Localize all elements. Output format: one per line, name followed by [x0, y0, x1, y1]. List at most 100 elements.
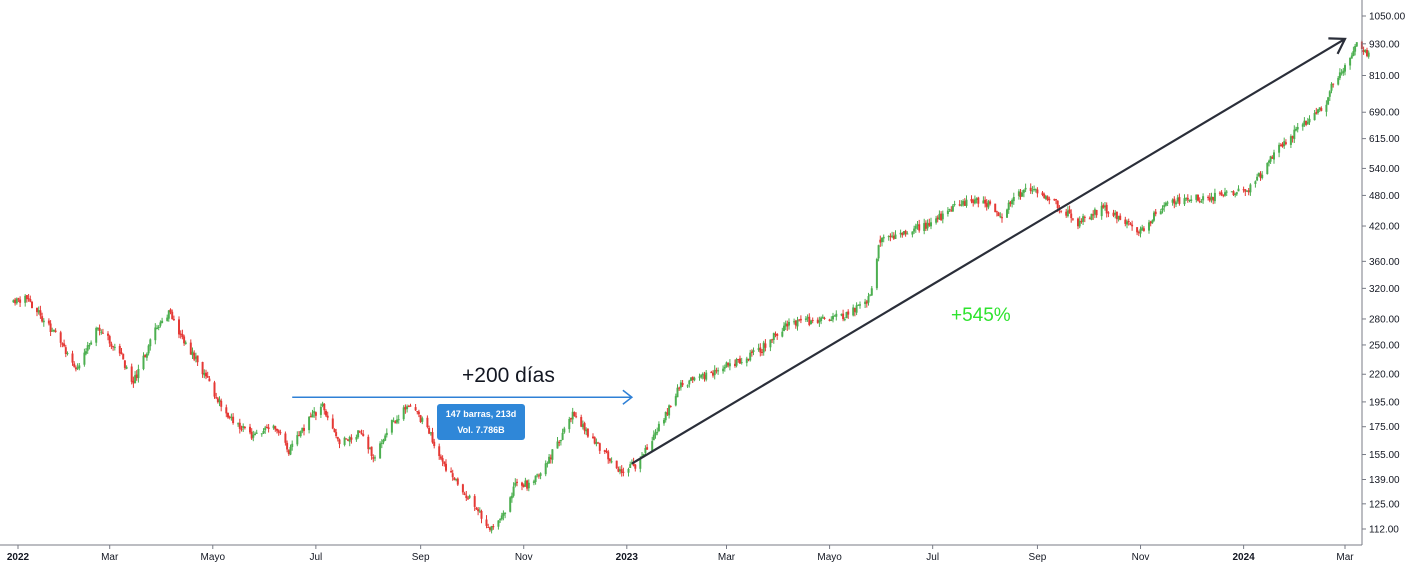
candle — [360, 429, 363, 435]
candle-body — [1117, 216, 1120, 220]
candle — [313, 407, 316, 418]
candle — [1092, 210, 1095, 220]
time-tick-label: Mar — [101, 552, 119, 563]
candle-body — [237, 423, 240, 425]
candle-body — [926, 222, 929, 229]
candle — [414, 404, 417, 411]
candle-body — [556, 441, 559, 449]
candle-body — [924, 222, 927, 229]
candle — [603, 449, 606, 454]
candle-body — [1220, 192, 1223, 195]
candle — [997, 211, 1000, 217]
candle-body — [17, 298, 20, 300]
candle — [51, 327, 54, 332]
candle — [390, 419, 393, 435]
candle-body — [1053, 199, 1056, 201]
candle-body — [303, 428, 305, 431]
candle-body — [1320, 108, 1323, 111]
candle — [882, 234, 885, 243]
candle — [950, 206, 953, 212]
candle — [772, 332, 775, 344]
candle — [343, 436, 346, 447]
candle-body — [122, 353, 125, 360]
candle-body — [118, 346, 121, 354]
candle — [745, 356, 748, 367]
candle — [17, 297, 20, 303]
candle-body — [455, 479, 458, 481]
candle — [480, 509, 483, 524]
candle-body — [1340, 72, 1343, 74]
candle-body — [1093, 209, 1096, 215]
candle — [1119, 213, 1122, 221]
candle-body — [407, 406, 410, 408]
candle — [301, 427, 304, 434]
candle-body — [325, 410, 327, 416]
candle-body — [559, 440, 562, 442]
candle-body — [1259, 173, 1262, 178]
candle — [1060, 210, 1063, 214]
candle-body — [205, 372, 207, 377]
candle — [107, 331, 109, 341]
candle — [581, 420, 584, 430]
candle — [1041, 191, 1044, 197]
candle — [977, 196, 980, 208]
time-tick-label: Nov — [1132, 552, 1150, 563]
candle-body — [362, 433, 365, 436]
candle — [512, 482, 515, 498]
candle — [1048, 196, 1051, 205]
candle-body — [149, 339, 152, 347]
candle-body — [208, 378, 211, 382]
candle-body — [617, 468, 620, 472]
candle-body — [1225, 191, 1228, 193]
candle — [86, 341, 89, 354]
candle — [1142, 226, 1145, 232]
candle-body — [953, 204, 956, 205]
time-tick-label: Mar — [1336, 552, 1354, 563]
candle — [429, 431, 432, 436]
candle-body — [663, 419, 665, 424]
candle — [958, 200, 961, 207]
candle — [1104, 202, 1106, 211]
candle — [1220, 190, 1223, 197]
candle-body — [392, 420, 395, 422]
candle-body — [1224, 192, 1226, 196]
candle-body — [810, 320, 812, 325]
candle-body — [1308, 118, 1311, 123]
candle — [597, 441, 600, 444]
candle-body — [524, 480, 527, 487]
price-tick-label: 930.00 — [1369, 39, 1400, 50]
candle-body — [15, 298, 18, 304]
candle — [319, 403, 322, 418]
candle — [1281, 142, 1284, 148]
candle — [984, 196, 987, 208]
candle-body — [1102, 205, 1105, 208]
candle-body — [350, 437, 353, 440]
candle — [676, 384, 679, 398]
candle-body — [450, 471, 453, 473]
price-tick-label: 220.00 — [1369, 370, 1400, 381]
candle-body — [357, 430, 360, 438]
candle — [468, 494, 471, 499]
candle-body — [485, 519, 488, 526]
candle-body — [1293, 129, 1296, 140]
candle — [734, 359, 736, 368]
candle — [1095, 209, 1098, 218]
candle-body — [997, 212, 1000, 216]
candle — [243, 426, 246, 430]
candle — [325, 409, 327, 417]
candle — [1083, 215, 1086, 223]
candle — [1362, 46, 1365, 55]
candle — [811, 317, 814, 324]
candle — [735, 357, 738, 368]
candle — [546, 461, 549, 468]
candle — [544, 460, 547, 477]
candle — [1066, 206, 1069, 218]
candle-body — [786, 323, 789, 327]
candle — [657, 421, 660, 432]
candle — [902, 231, 905, 236]
candle-body — [951, 205, 954, 212]
candle — [1278, 142, 1281, 158]
candle-body — [29, 299, 32, 302]
candle-body — [42, 320, 45, 323]
candle — [875, 257, 878, 291]
